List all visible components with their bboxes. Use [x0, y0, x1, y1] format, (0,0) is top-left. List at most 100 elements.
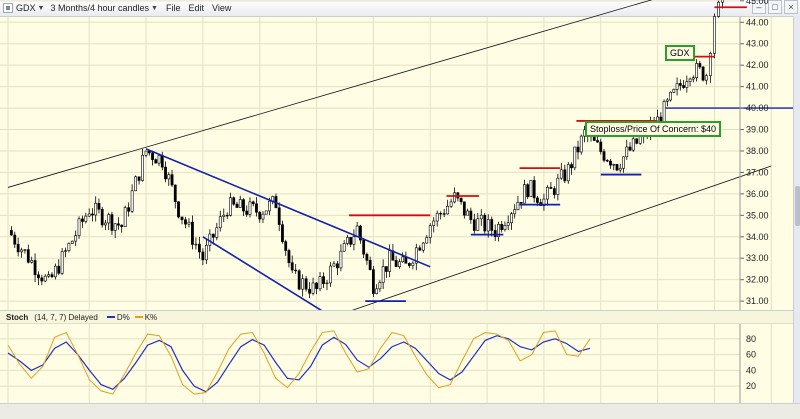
- candle-body: [446, 205, 450, 215]
- candle-body: [695, 63, 698, 78]
- candle-body: [483, 214, 487, 232]
- period-dropdown[interactable]: 3 Months/4 hour candles ▼: [47, 0, 161, 16]
- price-tick-label: 45.00: [746, 0, 769, 6]
- stochastic-panel: 20 40 60 80: [0, 323, 793, 402]
- ticker-badge: GDX: [665, 45, 695, 61]
- candle-body: [618, 167, 622, 171]
- legend-k-label: K%: [144, 312, 158, 322]
- candle-body: [381, 266, 385, 283]
- candle-body: [94, 202, 98, 216]
- candle-body: [225, 214, 229, 217]
- vertical-scrollbar[interactable]: [793, 16, 800, 403]
- candle-body: [573, 146, 577, 169]
- candle-body: [57, 265, 61, 274]
- menu-view[interactable]: View: [211, 3, 232, 13]
- candle-body: [60, 251, 64, 274]
- candle-body: [615, 164, 619, 171]
- candle-body: [497, 224, 500, 238]
- candle-body: [134, 176, 138, 192]
- candle-body: [64, 250, 67, 252]
- candle-body: [401, 256, 405, 263]
- candle-body: [141, 155, 144, 181]
- maximize-icon[interactable]: □: [768, 0, 782, 14]
- candle-body: [542, 198, 546, 206]
- candle-body: [717, 1, 720, 17]
- symbol-dropdown[interactable]: GDX ▼: [0, 0, 47, 16]
- candle-body: [691, 77, 695, 80]
- candle-body: [315, 282, 318, 290]
- date-axis-bar: [0, 403, 800, 419]
- menu-edit[interactable]: Edit: [188, 3, 204, 13]
- candle-body: [472, 219, 476, 231]
- candle-body: [698, 63, 702, 68]
- candle-body: [297, 270, 301, 290]
- candle-body: [47, 274, 51, 277]
- price-tick-label: 44.00: [746, 17, 769, 27]
- candle-body: [40, 277, 44, 282]
- candle-body: [218, 216, 222, 229]
- minimize-icon[interactable]: –: [752, 0, 766, 14]
- candle-body: [117, 223, 120, 226]
- candle-body: [566, 164, 570, 182]
- candle-body: [559, 169, 563, 179]
- candle-body: [599, 141, 603, 152]
- chevron-down-icon: ▼: [151, 4, 158, 12]
- close-icon[interactable]: ×: [784, 0, 798, 14]
- candle-body: [255, 203, 258, 213]
- candle-body: [332, 263, 336, 267]
- candle-body: [532, 180, 536, 199]
- wedge-line-upper: [145, 148, 431, 268]
- price-tick-label: 36.00: [746, 189, 769, 199]
- candle-body: [268, 200, 271, 212]
- candle-body: [245, 210, 249, 215]
- candle-body: [120, 224, 124, 227]
- candle-body: [235, 203, 239, 208]
- candle-body: [631, 138, 635, 151]
- menu-file[interactable]: File: [165, 3, 181, 13]
- legend-d: D%: [105, 313, 130, 322]
- candle-body: [529, 180, 533, 198]
- candle-body: [672, 89, 676, 93]
- candle-body: [329, 265, 332, 284]
- candle-body: [669, 91, 672, 101]
- candle-body: [164, 166, 167, 180]
- candle-body: [258, 211, 262, 220]
- candle-body: [526, 184, 530, 198]
- candle-body: [365, 253, 369, 261]
- candle-body: [342, 243, 346, 252]
- candle-body: [556, 177, 560, 195]
- stoch-series-k: [7, 330, 591, 395]
- candle-body: [503, 225, 507, 230]
- candle-body: [180, 216, 184, 221]
- candle-body: [635, 138, 639, 144]
- candle-body: [563, 169, 567, 182]
- candle-body: [519, 202, 523, 204]
- candle-body: [318, 276, 322, 290]
- candle-body: [91, 213, 94, 216]
- candle-body: [536, 197, 539, 203]
- candle-body: [397, 261, 401, 267]
- candle-body: [605, 160, 609, 162]
- candle-body: [147, 150, 151, 154]
- candle-body: [688, 78, 692, 82]
- candle-body: [609, 160, 612, 166]
- scroll-thumb[interactable]: [795, 186, 800, 226]
- candle-body: [432, 220, 436, 226]
- candle-body: [222, 214, 226, 217]
- candle-body: [339, 250, 343, 269]
- candle-body: [407, 263, 411, 266]
- stoch-name: Stoch: [6, 312, 29, 322]
- price-tick-label: 42.00: [746, 60, 769, 70]
- candle-body: [229, 197, 232, 216]
- candle-body: [418, 247, 422, 251]
- candle-body: [545, 187, 549, 200]
- candle-body: [510, 213, 513, 224]
- candle-body: [100, 208, 104, 226]
- trendlines: [7, 0, 793, 324]
- candle-body: [439, 212, 443, 215]
- candle-body: [184, 219, 187, 225]
- chart-icon: [3, 3, 13, 13]
- price-tick-label: 39.00: [746, 125, 769, 135]
